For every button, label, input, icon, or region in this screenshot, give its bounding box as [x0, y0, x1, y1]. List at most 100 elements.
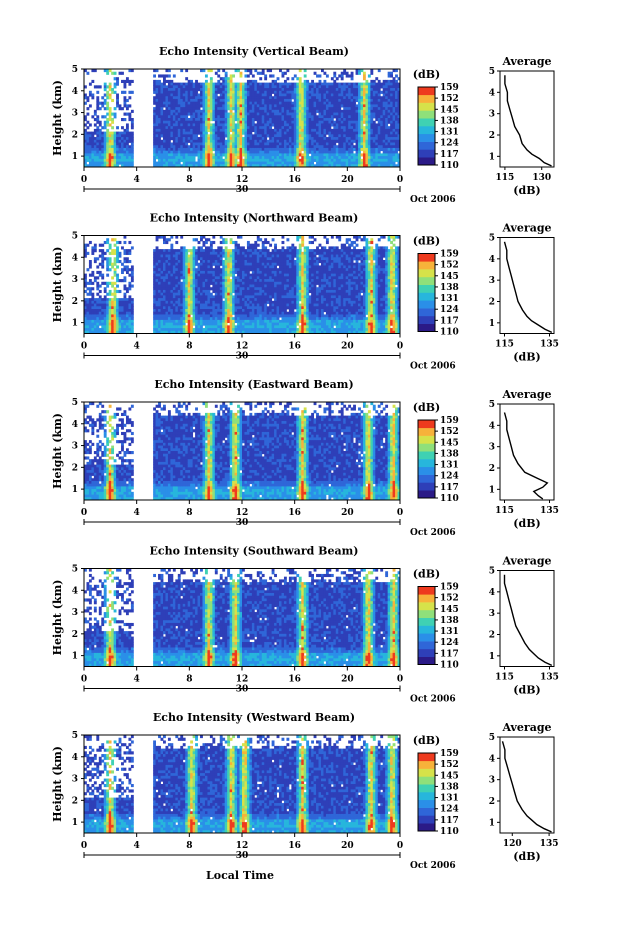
heatmap-cell	[177, 295, 181, 299]
heatmap-cell	[197, 88, 201, 92]
heatmap-cell	[350, 139, 354, 143]
heatmap-cell	[163, 123, 166, 127]
heatmap-cell	[306, 93, 310, 97]
average-x-tick-label: 115	[496, 173, 515, 183]
average-title: Average	[501, 55, 551, 68]
heatmap-cell	[338, 88, 342, 92]
heatmap-cell	[214, 90, 218, 94]
heatmap-cell	[367, 104, 371, 108]
heatmap-cell	[192, 88, 196, 92]
heatmap-cell	[195, 112, 198, 116]
heatmap-cell	[106, 317, 110, 321]
colorbar-tick-label: 152	[440, 94, 459, 104]
heatmap-cell	[202, 273, 206, 277]
heatmap-cell	[182, 90, 186, 94]
heatmap-cell	[202, 270, 206, 275]
heatmap-cell	[116, 246, 119, 250]
heatmap-cell	[165, 158, 169, 162]
heatmap-cell	[217, 150, 221, 154]
heatmap-cell	[207, 98, 211, 103]
heatmap-cell	[335, 134, 339, 138]
heatmap-cell	[256, 126, 260, 130]
heatmap-cell	[101, 96, 105, 100]
heatmap-cell	[158, 284, 161, 288]
heatmap-cell	[249, 85, 253, 89]
heatmap-cell	[182, 145, 186, 149]
heatmap-cell	[185, 107, 189, 111]
heatmap-cell	[108, 311, 112, 315]
heatmap-cell	[187, 79, 191, 84]
heatmap-cell	[382, 156, 386, 160]
heatmap-cell	[288, 96, 292, 100]
heatmap-cell	[382, 85, 386, 89]
heatmap-cell	[170, 254, 174, 258]
heatmap-cell	[286, 77, 290, 81]
heatmap-cell	[212, 289, 216, 294]
heatmap-cell	[113, 289, 117, 294]
heatmap-cell	[93, 131, 97, 135]
heatmap-cell	[190, 262, 194, 266]
heatmap-cell	[182, 273, 186, 277]
heatmap-cell	[367, 156, 371, 160]
heatmap-cell	[365, 82, 369, 86]
heatmap-cell	[380, 145, 384, 149]
heatmap-cell	[101, 134, 105, 138]
heatmap-cell	[187, 306, 191, 310]
heatmap-cell	[266, 150, 270, 154]
heatmap-cell	[249, 112, 253, 116]
heatmap-cell	[214, 134, 218, 138]
heatmap-cell	[182, 306, 186, 310]
heatmap-cell	[291, 109, 295, 113]
heatmap-cell	[84, 96, 87, 100]
heatmap-cell	[167, 88, 171, 92]
heatmap-cell	[239, 137, 243, 141]
heatmap-cell	[335, 96, 339, 100]
heatmap-cell	[155, 79, 159, 84]
heatmap-cell	[192, 273, 196, 277]
heatmap-cell	[158, 254, 161, 258]
heatmap-cell	[170, 120, 174, 124]
heatmap-cell	[261, 101, 265, 105]
heatmap-cell	[96, 139, 100, 143]
heatmap-cell	[155, 262, 159, 266]
heatmap-cell	[291, 107, 295, 111]
heatmap-cell	[224, 85, 228, 89]
heatmap-cell	[232, 153, 235, 157]
heatmap-cell	[380, 85, 384, 89]
heatmap-cell	[325, 139, 329, 143]
heatmap-cell	[118, 298, 122, 302]
heatmap-cell	[197, 120, 201, 124]
heatmap-cell	[311, 158, 314, 162]
heatmap-cell	[397, 147, 400, 152]
heatmap-cell	[296, 128, 300, 133]
heatmap-cell	[229, 93, 233, 97]
heatmap-cell	[209, 251, 213, 255]
x-tick-label: 0	[81, 175, 87, 185]
heatmap-cell	[293, 145, 297, 149]
heatmap-cell	[91, 153, 95, 157]
heatmap-cell	[229, 118, 233, 122]
heatmap-cell	[187, 147, 191, 152]
heatmap-cell	[251, 134, 255, 138]
heatmap-cell	[200, 88, 203, 92]
heatmap-cell	[276, 150, 280, 154]
heatmap-cell	[177, 134, 181, 138]
heatmap-cell	[242, 120, 245, 124]
heatmap-cell	[155, 319, 159, 324]
heatmap-cell	[182, 96, 186, 100]
heatmap-cell	[244, 131, 248, 135]
heatmap-cell	[187, 137, 191, 141]
heatmap-cell	[301, 101, 305, 105]
heatmap-cell	[392, 109, 396, 113]
heatmap-cell	[227, 98, 231, 103]
heatmap-cell	[217, 98, 221, 103]
heatmap-cell	[96, 98, 100, 103]
heatmap-cell	[108, 257, 112, 261]
heatmap-cell	[234, 134, 238, 138]
heatmap-cell	[308, 82, 312, 86]
heatmap-cell	[256, 131, 260, 135]
heatmap-cell	[385, 96, 389, 100]
heatmap-cell	[323, 147, 327, 152]
heatmap-cell	[227, 115, 231, 119]
heatmap-cell	[84, 93, 87, 97]
